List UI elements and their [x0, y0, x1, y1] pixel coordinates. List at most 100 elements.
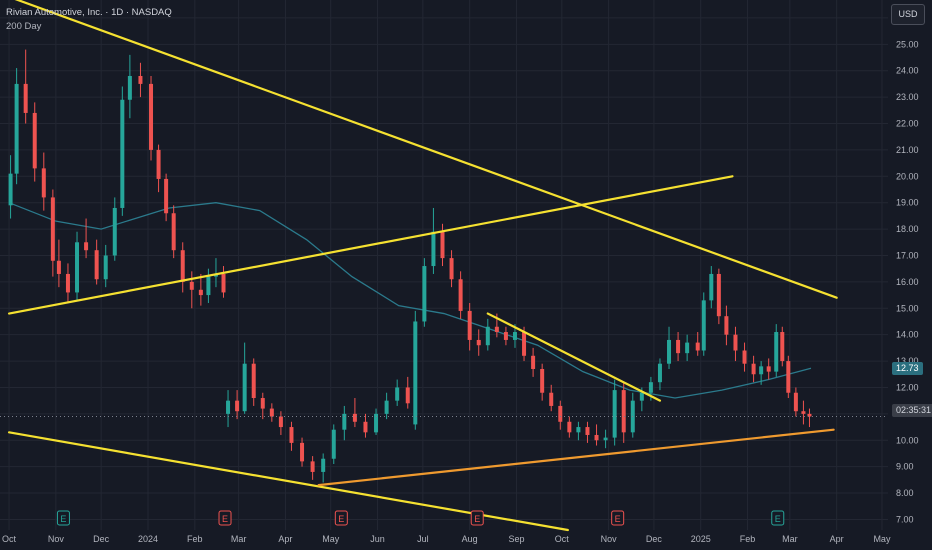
trendline[interactable] — [317, 428, 835, 487]
candle-body[interactable] — [32, 112, 37, 169]
candle-body[interactable] — [431, 231, 436, 267]
candle-body[interactable] — [440, 231, 445, 259]
candle-body[interactable] — [103, 255, 108, 280]
trendline[interactable] — [9, 0, 838, 299]
candle-body[interactable] — [576, 427, 581, 433]
candle-body[interactable] — [695, 342, 700, 351]
candle-body[interactable] — [164, 178, 169, 214]
candle-body[interactable] — [413, 321, 418, 425]
currency-button[interactable]: USD — [891, 4, 925, 25]
candlesticks[interactable] — [8, 49, 812, 483]
candle-body[interactable] — [567, 421, 572, 433]
candle-body[interactable] — [138, 75, 143, 84]
candle-body[interactable] — [278, 416, 283, 428]
candle-body[interactable] — [352, 413, 357, 422]
candle-body[interactable] — [667, 339, 672, 364]
trendline[interactable] — [486, 312, 662, 402]
candle-body[interactable] — [120, 99, 125, 208]
candle-body[interactable] — [724, 316, 729, 335]
candle-body[interactable] — [648, 382, 653, 393]
candle-body[interactable] — [331, 429, 336, 459]
candle-body[interactable] — [540, 368, 545, 393]
candle-body[interactable] — [235, 400, 240, 412]
candle-body[interactable] — [476, 339, 481, 346]
candle-body[interactable] — [112, 207, 117, 256]
candle-body[interactable] — [531, 355, 536, 369]
candle-body[interactable] — [639, 392, 644, 401]
candle-body[interactable] — [621, 390, 626, 433]
candle-body[interactable] — [251, 363, 256, 399]
candle-body[interactable] — [494, 326, 499, 333]
earnings-marker[interactable] — [218, 510, 232, 526]
candle-body[interactable] — [657, 363, 662, 383]
candle-body[interactable] — [422, 266, 427, 322]
earnings-marker[interactable] — [771, 510, 785, 526]
candle-body[interactable] — [206, 276, 211, 296]
candle-body[interactable] — [75, 242, 80, 293]
candle-body[interactable] — [300, 442, 305, 462]
candle-body[interactable] — [774, 332, 779, 372]
earnings-marker[interactable] — [470, 510, 484, 526]
candle-body[interactable] — [23, 83, 28, 113]
candle-body[interactable] — [384, 400, 389, 414]
candle-body[interactable] — [676, 339, 681, 354]
price-axis[interactable]: 7.008.009.0010.0011.0012.0013.0014.0015.… — [896, 13, 919, 525]
candle-body[interactable] — [786, 361, 791, 393]
candle-body[interactable] — [221, 273, 226, 293]
candle-body[interactable] — [156, 149, 161, 179]
candle-body[interactable] — [260, 398, 265, 409]
candle-body[interactable] — [56, 260, 61, 274]
candle-body[interactable] — [321, 458, 326, 472]
candle-body[interactable] — [759, 366, 764, 375]
trendline[interactable] — [7, 431, 569, 532]
candle-body[interactable] — [189, 281, 194, 290]
candle-body[interactable] — [549, 392, 554, 406]
candle-body[interactable] — [603, 437, 608, 441]
candle-body[interactable] — [84, 242, 89, 251]
candle-body[interactable] — [780, 332, 785, 362]
candle-body[interactable] — [363, 421, 368, 433]
candle-body[interactable] — [405, 387, 410, 404]
candle-body[interactable] — [585, 427, 590, 435]
candle-body[interactable] — [449, 258, 454, 280]
indicator-label[interactable]: 200 Day — [6, 21, 42, 32]
candle-body[interactable] — [512, 332, 517, 340]
candle-body[interactable] — [801, 411, 806, 414]
candle-body[interactable] — [171, 213, 176, 251]
candle-body[interactable] — [742, 350, 747, 364]
earnings-marker[interactable] — [334, 510, 348, 526]
candle-body[interactable] — [310, 461, 315, 472]
candle-body[interactable] — [733, 334, 738, 351]
candle-body[interactable] — [701, 300, 706, 351]
candle-body[interactable] — [458, 279, 463, 311]
candle-body[interactable] — [522, 332, 527, 356]
candle-body[interactable] — [807, 413, 812, 417]
candle-body[interactable] — [198, 289, 203, 296]
candle-body[interactable] — [467, 310, 472, 340]
candle-body[interactable] — [65, 273, 70, 293]
candle-body[interactable] — [127, 75, 132, 100]
candle-body[interactable] — [395, 387, 400, 401]
candle-body[interactable] — [594, 434, 599, 441]
candle-body[interactable] — [41, 168, 46, 198]
candle-body[interactable] — [269, 408, 274, 417]
candle-body[interactable] — [8, 173, 13, 206]
candle-body[interactable] — [685, 342, 690, 354]
candle-body[interactable] — [242, 363, 247, 412]
candle-body[interactable] — [766, 366, 771, 372]
candle-body[interactable] — [149, 83, 154, 150]
candle-body[interactable] — [374, 413, 379, 433]
candle-body[interactable] — [485, 326, 490, 346]
candle-body[interactable] — [716, 273, 721, 317]
candle-body[interactable] — [342, 413, 347, 430]
earnings-marker[interactable] — [56, 510, 70, 526]
candle-body[interactable] — [180, 250, 185, 282]
candle-body[interactable] — [793, 392, 798, 412]
candle-body[interactable] — [709, 273, 714, 301]
candle-body[interactable] — [14, 83, 19, 174]
candle-body[interactable] — [751, 363, 756, 375]
candle-body[interactable] — [612, 390, 617, 438]
candle-body[interactable] — [503, 332, 508, 340]
